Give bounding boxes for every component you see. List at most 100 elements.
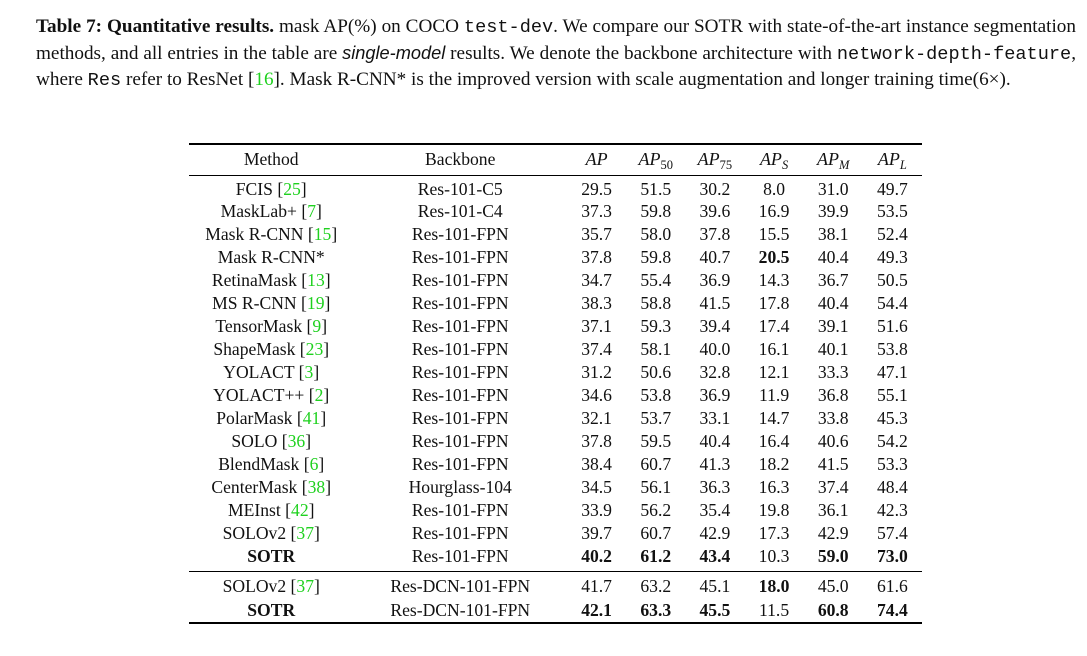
caption-citation-link[interactable]: 16 (254, 69, 274, 90)
citation-link[interactable]: 38 (307, 476, 326, 497)
method-cell: TensorMask [9] (215, 315, 328, 336)
apm-cell: 40.1 (817, 338, 849, 359)
backbone-cell: Res-101-C4 (417, 200, 503, 221)
section-divider (189, 571, 922, 575)
apl-cell: 73.0 (862, 544, 922, 572)
citation-link[interactable]: 37 (296, 522, 314, 543)
apm-cell: 40.4 (817, 292, 849, 313)
aps-cell: 16.4 (758, 430, 790, 451)
aps-cell: 14.7 (758, 407, 790, 428)
ap50-cell: 56.2 (640, 499, 672, 520)
aps-cell: 18.0 (758, 576, 790, 596)
aps-cell: 20.5 (758, 246, 790, 267)
backbone-cell: Res-101-FPN (411, 384, 509, 405)
citation-link[interactable]: 13 (307, 269, 325, 290)
caption-text-3: results. We denote the backbone architec… (445, 42, 837, 64)
ap50-cell: 60.7 (640, 453, 672, 474)
backbone-cell: Res-101-FPN (411, 430, 509, 451)
caption-label: Table 7: (36, 16, 103, 37)
backbone-cell: Res-101-FPN (411, 407, 509, 428)
apm-cell: 31.0 (817, 178, 849, 199)
ap-cell: 33.9 (581, 499, 612, 520)
apl-cell: 53.3 (877, 453, 908, 474)
ap50-cell: 58.0 (640, 223, 672, 244)
aps-cell: 15.5 (758, 223, 790, 244)
header-apm: APM (803, 143, 863, 176)
caption-text-1: mask AP(%) on COCO (274, 16, 464, 37)
citation-link[interactable]: 6 (309, 453, 319, 474)
citation-link[interactable]: 37 (296, 576, 314, 596)
apl-cell: 54.4 (877, 292, 908, 313)
backbone-cell: Res-101-FPN (411, 453, 509, 474)
backbone-cell: Res-101-FPN (411, 269, 509, 290)
ap-cell: 37.4 (581, 338, 612, 359)
caption-mono-res: Res (87, 70, 122, 91)
ap-cell: 31.2 (581, 361, 612, 382)
method-cell: MEInst [42] (227, 499, 315, 520)
method-name: MaskLab+ (220, 200, 297, 221)
method-name: Mask R-CNN* (217, 246, 325, 267)
citation-link[interactable]: 9 (312, 315, 322, 336)
aps-cell: 17.3 (758, 522, 790, 543)
apm-cell: 60.8 (803, 598, 863, 624)
ap-cell: 35.7 (581, 223, 612, 244)
ap50-cell: 61.2 (626, 544, 686, 572)
backbone-cell: Res-DCN-101-FPN (390, 576, 531, 596)
apm-cell: 40.6 (817, 430, 849, 451)
ap50-cell: 55.4 (640, 269, 672, 290)
method-name: Mask R-CNN (205, 223, 304, 244)
table-row: ShapeMask [23] Res-101-FPN 37.4 58.1 40.0 16.… (189, 338, 922, 361)
method-name: SOLO (231, 430, 278, 451)
backbone-cell: Res-101-FPN (411, 292, 509, 313)
apm-cell: 45.0 (817, 576, 849, 596)
citation-link[interactable]: 36 (287, 430, 306, 451)
ap75-cell: 37.8 (699, 223, 731, 244)
citation-link[interactable]: 15 (313, 223, 332, 244)
ap75-cell: 36.9 (699, 269, 731, 290)
ap75-cell: 32.8 (699, 361, 731, 382)
apm-cell: 36.7 (817, 269, 849, 290)
apl-cell: 54.2 (877, 430, 908, 451)
method-name: ShapeMask (213, 338, 296, 359)
ap75-cell: 40.7 (699, 246, 731, 267)
backbone-cell: Res-DCN-101-FPN (353, 598, 568, 624)
aps-cell: 16.3 (758, 476, 790, 497)
citation-link[interactable]: 7 (307, 200, 316, 221)
ap50-cell: 58.1 (640, 338, 672, 359)
ap50-cell: 58.8 (640, 292, 672, 313)
citation-link[interactable]: 3 (304, 361, 314, 382)
ap75-cell: 36.9 (699, 384, 731, 405)
backbone-cell: Res-101-FPN (411, 499, 509, 520)
ap-cell: 41.7 (581, 576, 612, 596)
method-name: YOLACT++ (213, 384, 305, 405)
ap75-cell: 45.1 (699, 576, 731, 596)
header-backbone: Backbone (353, 143, 568, 176)
apm-cell: 42.9 (817, 522, 849, 543)
method-cell: SOLO [36] (231, 430, 312, 451)
aps-cell: 11.5 (744, 598, 804, 624)
method-name: TensorMask (215, 315, 303, 336)
aps-cell: 10.3 (744, 544, 804, 572)
citation-link[interactable]: 25 (283, 178, 301, 199)
table-row: YOLACT [3] Res-101-FPN 31.2 50.6 32.8 12.1 33.… (189, 361, 922, 384)
method-cell: PolarMask [41] (216, 407, 327, 428)
aps-cell: 18.2 (758, 453, 790, 474)
citation-link[interactable]: 41 (302, 407, 321, 428)
aps-cell: 17.4 (758, 315, 790, 336)
ap-cell: 42.1 (567, 598, 627, 624)
table-header-row: Method Backbone AP AP50 AP75 APS APM APL (189, 143, 922, 176)
citation-link[interactable]: 2 (314, 384, 324, 405)
ap-cell: 37.1 (581, 315, 612, 336)
method-name: CenterMask (211, 476, 298, 497)
backbone-cell: Res-101-FPN (411, 223, 509, 244)
apl-cell: 45.3 (877, 407, 908, 428)
apm-cell: 36.8 (817, 384, 849, 405)
citation-link[interactable]: 19 (306, 292, 325, 313)
apm-cell: 39.1 (817, 315, 849, 336)
citation-link[interactable]: 23 (305, 338, 324, 359)
citation-link[interactable]: 42 (291, 499, 309, 520)
ap-cell: 34.7 (581, 269, 612, 290)
apl-cell: 52.4 (877, 223, 908, 244)
method-cell: RetinaMask [13] (211, 269, 331, 290)
ap50-cell: 59.3 (640, 315, 672, 336)
